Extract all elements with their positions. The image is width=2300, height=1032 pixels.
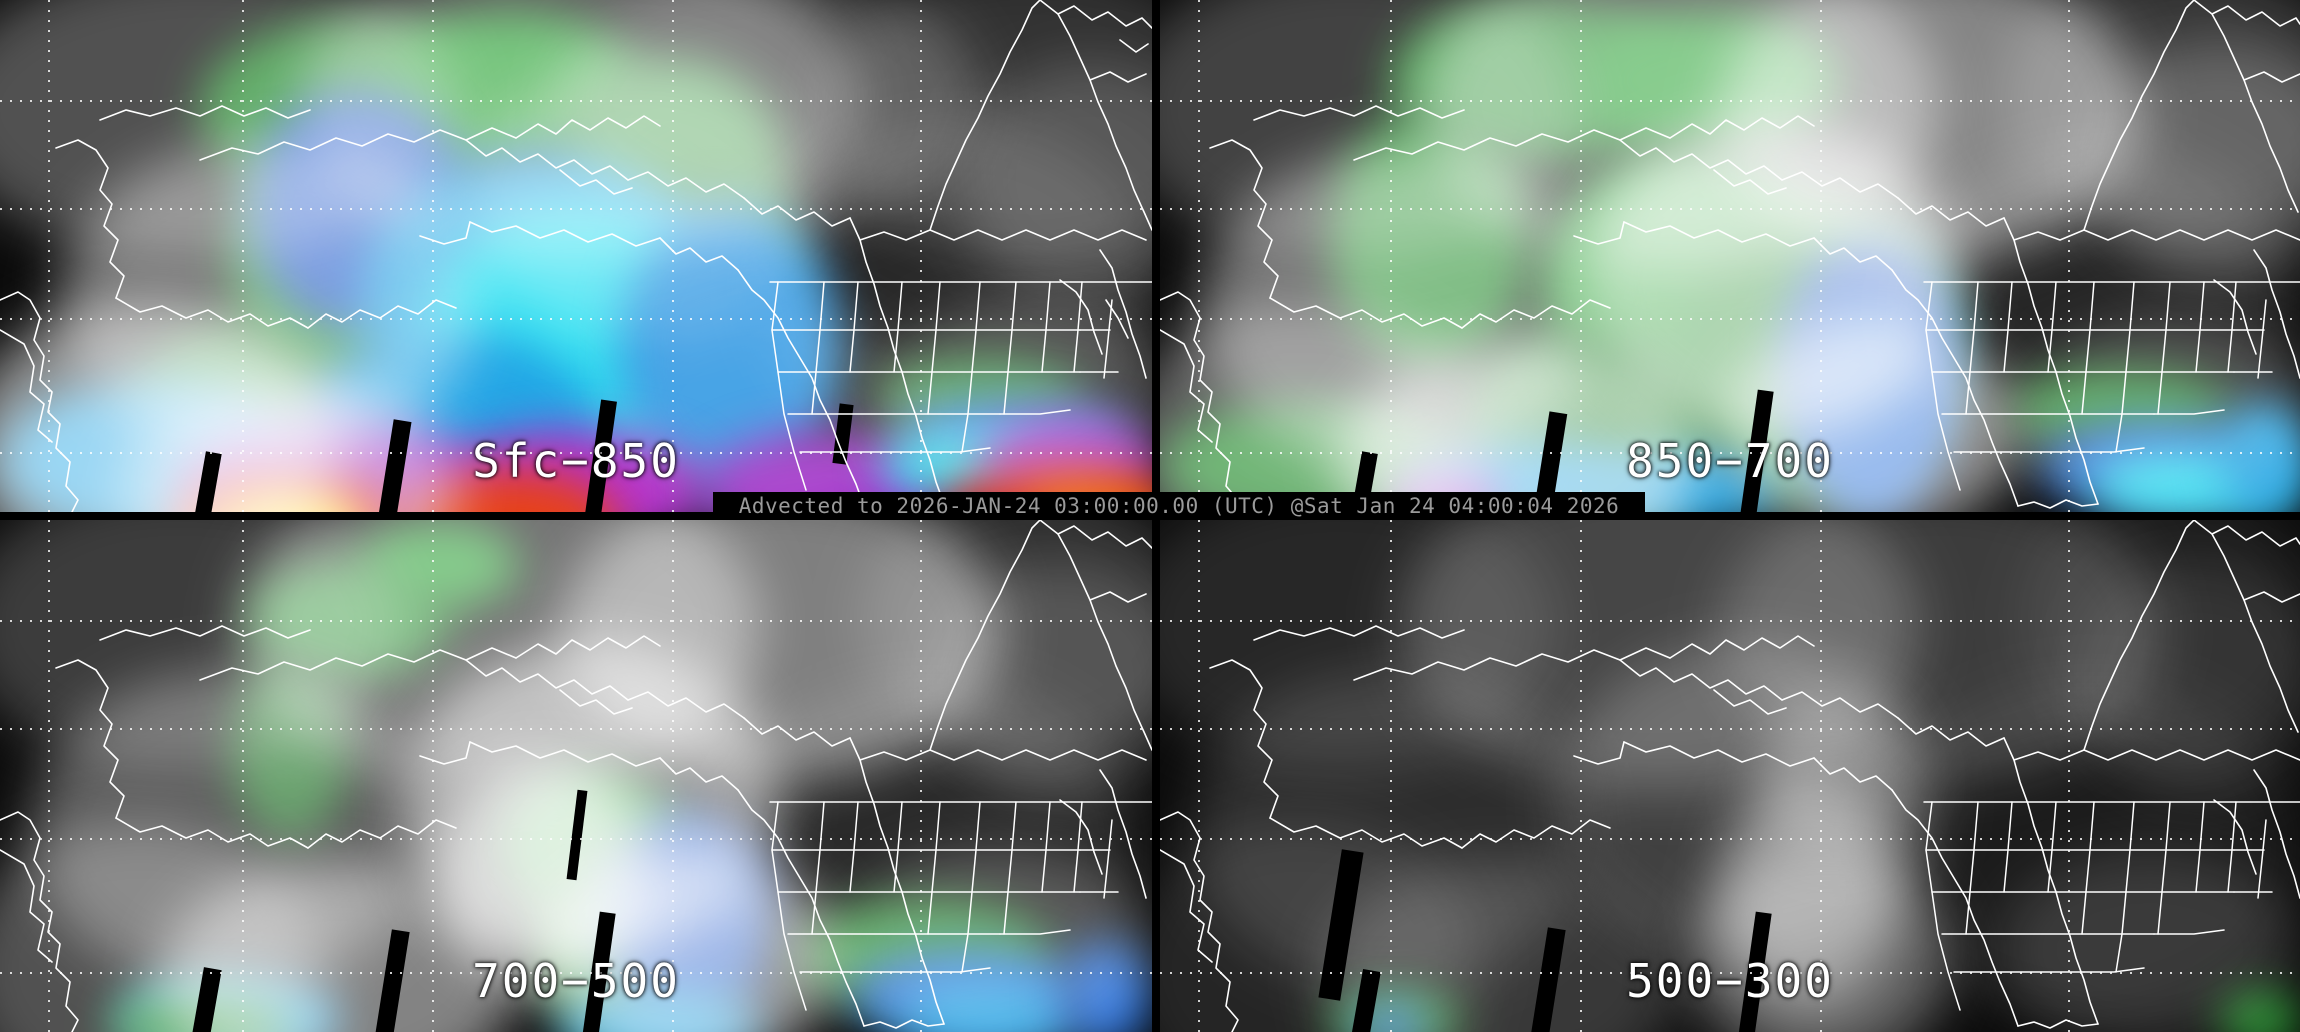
vertical-divider-top — [1152, 0, 1160, 512]
panel-label-sfc-850: Sfc−850 — [472, 434, 680, 488]
timestamp-bar: Advected to 2026-JAN-24 03:00:00.00 (UTC… — [713, 492, 1645, 520]
horizontal-divider-left — [0, 512, 1152, 520]
panel-label-850-700: 850−700 — [1626, 434, 1834, 488]
vertical-divider-bottom — [1152, 520, 1160, 1032]
panel-sfc-850[interactable]: Sfc−850 — [0, 0, 1152, 512]
horizontal-divider-right — [1160, 512, 2300, 520]
panel-850-700[interactable]: 850−700 — [1160, 0, 2300, 512]
panel-700-500[interactable]: 700−500 — [0, 520, 1152, 1032]
panel-500-300[interactable]: 500−300 — [1160, 520, 2300, 1032]
panel-label-500-300: 500−300 — [1626, 954, 1834, 1008]
panel-label-700-500: 700−500 — [472, 954, 680, 1008]
